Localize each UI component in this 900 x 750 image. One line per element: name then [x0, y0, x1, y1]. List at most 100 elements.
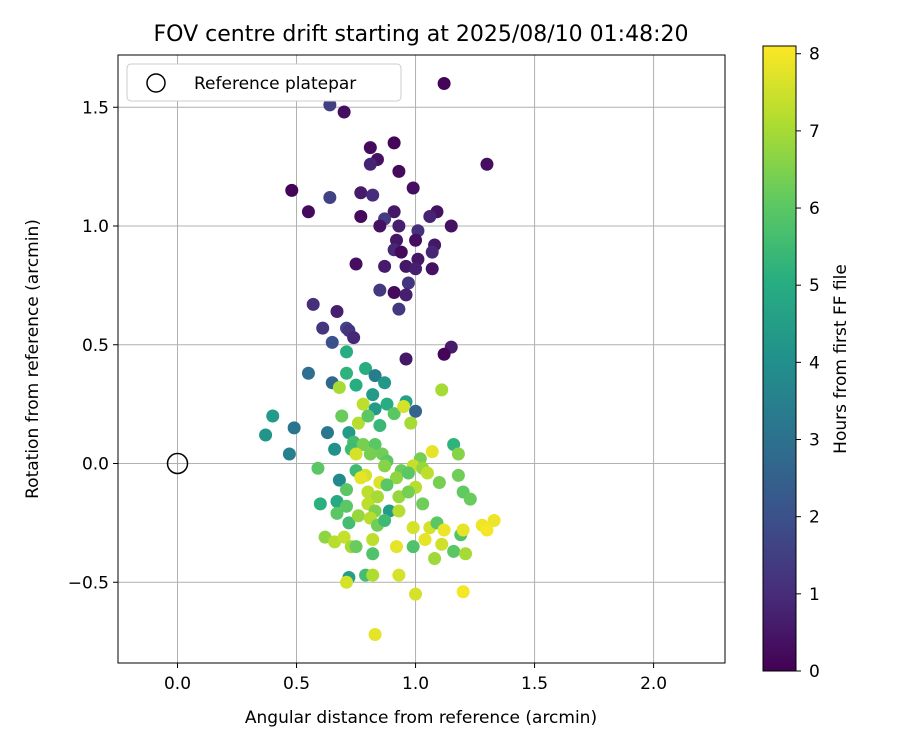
legend-reference-marker [146, 73, 166, 93]
colorbar-tick-label: 3 [809, 431, 820, 451]
colorbar: 0 1 2 3 4 5 6 7 8 Hours from first FF file [762, 45, 851, 682]
data-point [397, 400, 411, 413]
data-point [363, 447, 377, 461]
data-point [306, 297, 320, 311]
data-point [340, 499, 354, 513]
data-point [387, 286, 401, 299]
data-point [420, 466, 434, 480]
data-point [361, 409, 375, 423]
data-point [332, 381, 346, 394]
data-point [435, 537, 449, 551]
data-point [366, 533, 380, 546]
data-point [316, 321, 330, 335]
data-point [366, 547, 380, 561]
data-point [323, 98, 337, 112]
data-point [313, 497, 327, 511]
x-tick-label: 1.5 [521, 674, 548, 694]
colorbar-tick-label: 8 [809, 45, 820, 65]
data-point [432, 476, 446, 489]
y-tick-label: 1.5 [82, 98, 109, 118]
data-point [409, 404, 423, 418]
colorbar-tick-label: 6 [809, 199, 820, 219]
data-point [342, 516, 356, 530]
data-point [320, 426, 334, 440]
data-point [349, 540, 363, 554]
data-point [373, 219, 387, 233]
data-point [330, 305, 344, 318]
data-point [423, 210, 437, 223]
x-tick-label: 1.0 [402, 674, 429, 694]
data-point [378, 376, 392, 390]
data-point [487, 514, 501, 527]
data-point [392, 568, 406, 582]
x-tick-label: 0.0 [164, 674, 191, 694]
data-point [480, 157, 494, 171]
data-point [282, 447, 296, 461]
reference-marker [166, 452, 189, 475]
data-point [380, 478, 394, 492]
legend: Reference platepar [126, 63, 402, 102]
y-axis-label: Rotation from reference (arcmin) [23, 219, 43, 499]
data-point [340, 345, 354, 359]
data-point [409, 262, 423, 276]
y-tick-label: 1.0 [82, 217, 109, 237]
data-point [356, 397, 370, 411]
data-point [311, 461, 325, 475]
colorbar-tick-label: 7 [809, 122, 820, 142]
data-point [425, 262, 439, 276]
data-point [378, 459, 392, 473]
data-point [328, 442, 342, 456]
data-point [335, 409, 349, 423]
data-point [287, 421, 301, 435]
plot-area: 0.0 0.5 1.0 1.5 2.0 −0.5 0.0 0.5 1.0 1.5 [68, 54, 726, 694]
y-tick-label: 0.0 [82, 455, 109, 475]
data-point [356, 438, 370, 451]
data-point [390, 471, 404, 485]
data-point [349, 447, 363, 461]
data-point [301, 205, 315, 219]
y-ticks: −0.5 0.0 0.5 1.0 1.5 [68, 98, 118, 593]
data-point [354, 210, 368, 223]
colorbar-tick-label: 1 [809, 585, 820, 605]
data-point [418, 533, 432, 546]
data-point [354, 186, 368, 200]
data-point [340, 575, 354, 589]
data-point [409, 233, 423, 247]
data-point [399, 352, 413, 366]
grid [118, 55, 725, 663]
data-point [394, 245, 408, 259]
data-point [437, 347, 451, 361]
data-point [404, 416, 418, 430]
colorbar-ticks: 0 1 2 3 4 5 6 7 8 [796, 45, 820, 682]
data-point [456, 585, 470, 599]
data-point [437, 77, 451, 90]
data-point [392, 302, 406, 316]
data-point [406, 540, 420, 554]
data-point [340, 366, 354, 380]
data-point [259, 428, 273, 442]
data-point [463, 492, 477, 506]
data-point [347, 331, 361, 345]
data-point [387, 407, 401, 421]
data-point [392, 219, 406, 233]
data-point [435, 383, 449, 397]
data-point [456, 523, 470, 537]
data-point [480, 523, 494, 537]
colorbar-tick-label: 2 [809, 508, 820, 528]
data-point [428, 552, 442, 565]
data-point [363, 157, 377, 171]
data-point [337, 105, 351, 119]
data-point [444, 219, 458, 233]
data-point [401, 485, 415, 499]
data-point [337, 530, 351, 544]
data-point [447, 544, 461, 558]
data-point [401, 276, 415, 290]
data-point [378, 259, 392, 273]
data-point [373, 419, 387, 432]
colorbar-tick-label: 4 [809, 353, 820, 373]
data-point [351, 509, 365, 523]
data-point [380, 397, 394, 411]
data-point [366, 388, 380, 402]
data-point [349, 378, 363, 392]
